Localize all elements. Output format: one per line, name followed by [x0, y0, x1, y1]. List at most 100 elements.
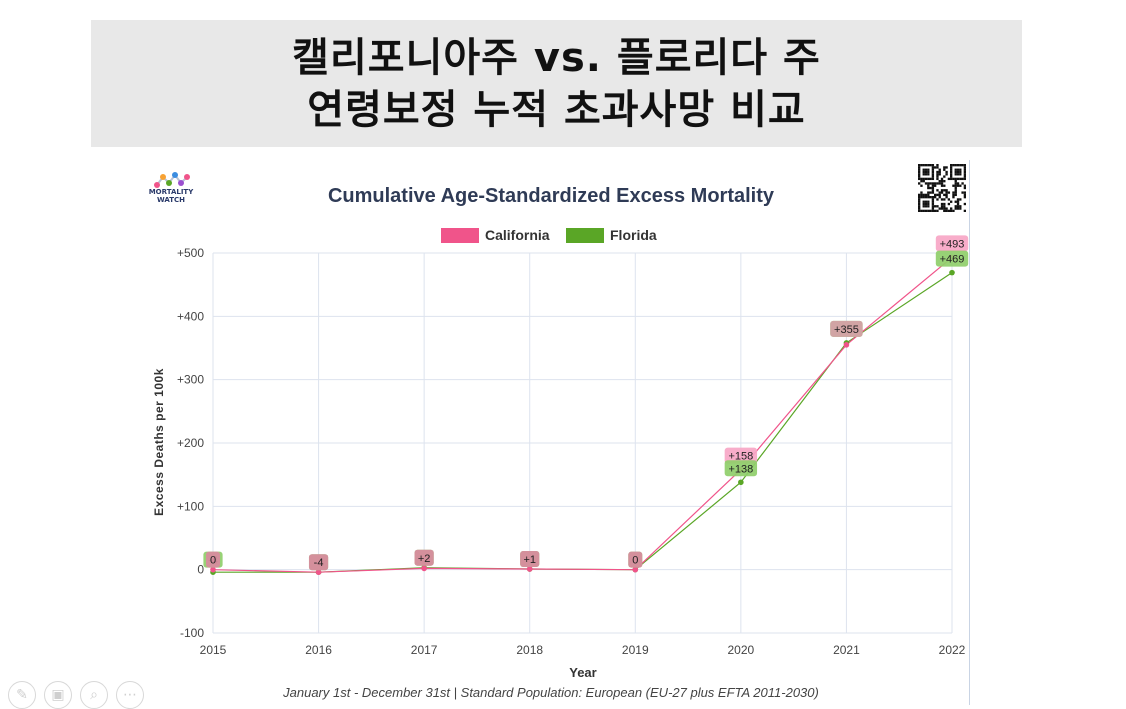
qr-module	[931, 189, 935, 192]
qr-module	[922, 170, 925, 174]
qr-module	[931, 196, 935, 199]
qr-module	[924, 173, 928, 176]
qr-module	[920, 184, 923, 187]
qr-module	[931, 198, 935, 201]
qr-module	[961, 191, 964, 194]
qr-module	[956, 202, 960, 206]
qr-module	[956, 184, 960, 187]
qr-module	[938, 168, 941, 171]
qr-module	[929, 177, 932, 181]
qr-module	[918, 196, 921, 199]
x-tick-label: 2021	[833, 643, 860, 657]
data-point-florida	[738, 479, 744, 486]
qr-module	[940, 198, 944, 201]
qr-module	[945, 193, 948, 197]
qr-module	[940, 177, 944, 181]
qr-module	[922, 164, 925, 167]
qr-module	[956, 207, 960, 210]
qr-module	[954, 168, 957, 171]
qr-module	[938, 170, 941, 174]
qr-module	[920, 177, 923, 181]
qr-module	[918, 166, 921, 169]
qr-module	[940, 191, 944, 194]
qr-module	[922, 168, 925, 171]
qr-module	[920, 180, 923, 183]
qr-module	[945, 207, 948, 210]
qr-module	[945, 196, 948, 199]
pen-icon[interactable]: ✎	[8, 681, 36, 709]
qr-module	[931, 209, 935, 212]
more-icon[interactable]: ⋯	[116, 681, 144, 709]
series-points	[210, 254, 955, 575]
qr-module	[963, 186, 966, 190]
qr-module	[945, 189, 948, 192]
qr-module	[927, 202, 930, 206]
qr-module	[929, 186, 932, 190]
qr-module	[959, 207, 962, 210]
qr-module	[931, 191, 935, 194]
data-label-california-bg	[206, 551, 220, 568]
qr-module	[943, 180, 946, 183]
qr-module	[918, 193, 921, 197]
qr-module	[950, 166, 953, 169]
qr-module	[924, 193, 928, 197]
qr-module	[938, 191, 941, 194]
qr-module	[929, 182, 932, 185]
qr-module	[950, 207, 953, 210]
qr-module	[959, 170, 962, 174]
qr-module	[943, 209, 946, 212]
qr-module	[940, 207, 944, 210]
qr-module	[936, 193, 939, 197]
qr-module	[918, 207, 921, 210]
qr-module	[918, 200, 921, 203]
qr-module	[959, 173, 962, 176]
qr-module	[938, 173, 941, 176]
qr-module	[956, 173, 960, 176]
x-tick-label: 2020	[728, 643, 755, 657]
zoom-icon[interactable]: ⌕	[80, 681, 108, 709]
qr-module	[945, 209, 948, 212]
qr-module	[947, 209, 951, 212]
qr-module	[918, 177, 921, 181]
qr-module	[931, 207, 935, 210]
qr-module	[936, 182, 939, 185]
data-label-california: 0	[632, 555, 638, 567]
qr-module	[956, 200, 960, 203]
x-tick-label: 2022	[939, 643, 966, 657]
data-label-florida: +138	[728, 463, 753, 475]
qr-module	[954, 191, 957, 194]
qr-module	[952, 177, 955, 181]
qr-module	[931, 177, 935, 181]
data-label-florida-bg	[935, 250, 969, 267]
qr-module	[934, 193, 937, 197]
qr-module	[963, 193, 966, 197]
qr-module	[947, 202, 951, 206]
qr-module	[943, 198, 946, 201]
qr-module	[963, 175, 966, 178]
qr-module	[929, 191, 932, 194]
slide-divider	[969, 160, 970, 705]
qr-module	[963, 202, 966, 206]
data-point-florida	[949, 269, 955, 276]
qr-module	[950, 175, 953, 178]
x-tick-label: 2015	[200, 643, 227, 657]
qr-module	[931, 170, 935, 174]
qr-module	[961, 164, 964, 167]
data-label-california-bg	[724, 447, 758, 464]
slides-icon[interactable]: ▣	[44, 681, 72, 709]
qr-module	[931, 186, 935, 190]
qr-module	[918, 164, 921, 167]
x-tick-label: 2018	[516, 643, 543, 657]
qr-module	[954, 182, 957, 185]
qr-module	[918, 205, 921, 208]
qr-module	[931, 182, 935, 185]
qr-module	[945, 191, 948, 194]
qr-module	[936, 205, 939, 208]
qr-module	[959, 164, 962, 167]
data-label-california-bg	[308, 554, 329, 571]
qr-module	[934, 196, 937, 199]
qr-module	[943, 184, 946, 187]
y-axis-ticks: +500 +400 +300 +200 +100 0 -100	[177, 246, 204, 640]
y-tick-label: +100	[177, 499, 204, 513]
qr-module	[920, 164, 923, 167]
